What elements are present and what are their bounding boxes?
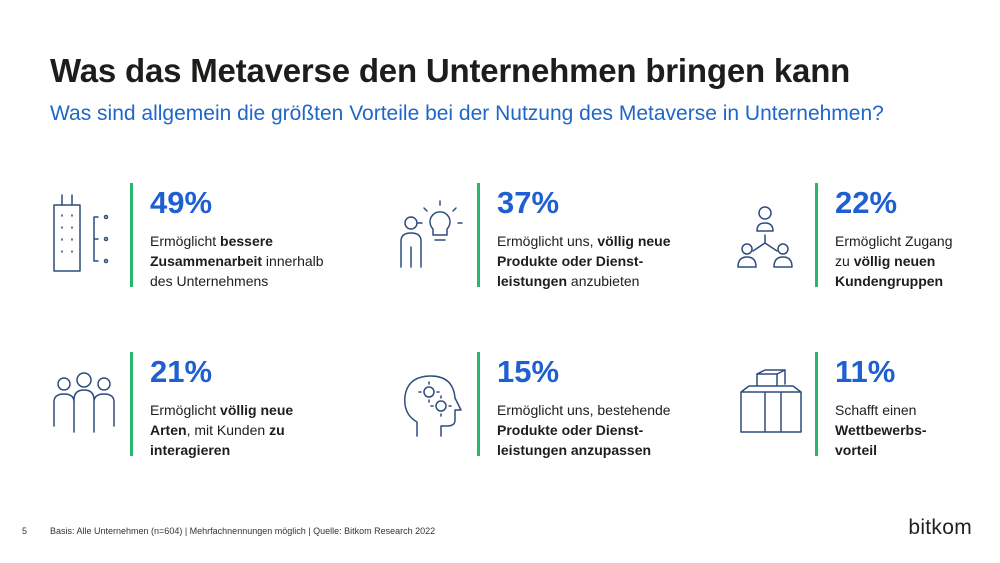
subtitle: Was sind allgemein die größten Vorteile … [50, 102, 884, 125]
description: Ermöglicht Zugang zu völlig neuen Kundengr… [835, 231, 953, 291]
benefit-item: 37% Ermöglicht uns, völlig neue Produkte … [397, 183, 727, 293]
text-segment: bessere [220, 233, 273, 249]
description-line: Ermöglicht Zugang [835, 231, 953, 251]
description-line: interagieren [150, 440, 293, 460]
description-line: Produkte oder Dienst- [497, 420, 671, 440]
benefit-item: 49% Ermöglicht bessere Zusammenarbeit inn… [50, 183, 380, 293]
description-line: Ermöglicht bessere [150, 231, 324, 251]
text-segment: des Unternehmens [150, 273, 269, 289]
logo: bitkom [908, 516, 972, 539]
description: Ermöglicht uns, bestehende Produkte oder … [497, 400, 671, 460]
benefit-item: 21% Ermöglicht völlig neue Arten, mit Kun… [50, 352, 380, 462]
source-note: Basis: Alle Unternehmen (n=604) | Mehrfa… [50, 526, 436, 536]
description: Ermöglicht völlig neue Arten, mit Kunden … [150, 400, 293, 460]
accent-bar [815, 352, 818, 456]
text-segment: Ermöglicht [150, 233, 221, 249]
text-segment: Arten [150, 422, 187, 438]
description-line: Arten, mit Kunden zu [150, 420, 293, 440]
icon-groups [737, 206, 793, 268]
accent-bar [477, 352, 480, 456]
accent-bar [477, 183, 480, 287]
icon-podium [740, 369, 802, 433]
description-line: Produkte oder Dienst- [497, 251, 671, 271]
percentage: 15% [497, 354, 560, 389]
text-segment: Wettbewerbs- [835, 422, 927, 438]
icon-people [53, 372, 115, 433]
percentage: 37% [497, 185, 560, 220]
icon-head-gears [404, 375, 462, 437]
description: Ermöglicht bessere Zusammenarbeit innerha… [150, 231, 324, 291]
percentage: 11% [835, 354, 896, 389]
description-line: Wettbewerbs- [835, 420, 927, 440]
text-segment: Ermöglicht Zugang [835, 233, 953, 249]
percentage: 22% [835, 185, 898, 220]
percentage: 49% [150, 185, 213, 220]
description-line: des Unternehmens [150, 271, 324, 291]
text-segment: leistungen anzupassen [497, 442, 652, 458]
text-segment: völlig neuen [853, 253, 936, 269]
text-segment: völlig neue [220, 402, 294, 418]
percentage: 21% [150, 354, 213, 389]
text-segment: Kundengruppen [835, 273, 944, 289]
description-line: Ermöglicht uns, bestehende [497, 400, 671, 420]
text-segment: völlig neue [597, 233, 671, 249]
accent-bar [130, 352, 133, 456]
description: Ermöglicht uns, völlig neue Produkte oder… [497, 231, 671, 291]
text-segment: Produkte oder Dienst- [497, 253, 644, 269]
description-line: vorteil [835, 440, 927, 460]
description-line: Zusammenarbeit innerhalb [150, 251, 324, 271]
description-line: zu völlig neuen [835, 251, 953, 271]
text-segment: vorteil [835, 442, 878, 458]
text-segment: innerhalb [262, 253, 324, 269]
text-segment: Ermöglicht uns, [497, 233, 598, 249]
text-segment: Ermöglicht [150, 402, 221, 418]
description-line: Kundengruppen [835, 271, 953, 291]
description-line: Ermöglicht völlig neue [150, 400, 293, 420]
description-line: leistungen anzupassen [497, 440, 671, 460]
icon-building [53, 194, 109, 272]
description: Schafft einen Wettbewerbs-vorteil [835, 400, 927, 460]
description-line: Ermöglicht uns, völlig neue [497, 231, 671, 251]
title: Was das Metaverse den Unternehmen bringe… [50, 52, 851, 89]
accent-bar [815, 183, 818, 287]
description-line: Schafft einen [835, 400, 927, 420]
text-segment: interagieren [150, 442, 231, 458]
text-segment: Zusammenarbeit [150, 253, 263, 269]
accent-bar [130, 183, 133, 287]
benefit-item: 22% Ermöglicht Zugang zu völlig neuen Kund… [735, 183, 1000, 293]
text-segment: Produkte oder Dienst- [497, 422, 644, 438]
description-line: leistungen anzubieten [497, 271, 671, 291]
text-segment: Ermöglicht uns, bestehende [497, 402, 671, 418]
text-segment: Schafft einen [835, 402, 917, 418]
icon-idea [400, 200, 463, 268]
benefit-item: 15% Ermöglicht uns, bestehende Produkte o… [397, 352, 727, 462]
text-segment: zu [835, 253, 854, 269]
text-segment: , mit Kunden [186, 422, 270, 438]
text-segment: anzubieten [567, 273, 640, 289]
text-segment: leistungen [497, 273, 568, 289]
page-number: 5 [22, 526, 28, 536]
benefit-item: 11% Schafft einen Wettbewerbs-vorteil [735, 352, 1000, 462]
text-segment: zu [269, 422, 285, 438]
